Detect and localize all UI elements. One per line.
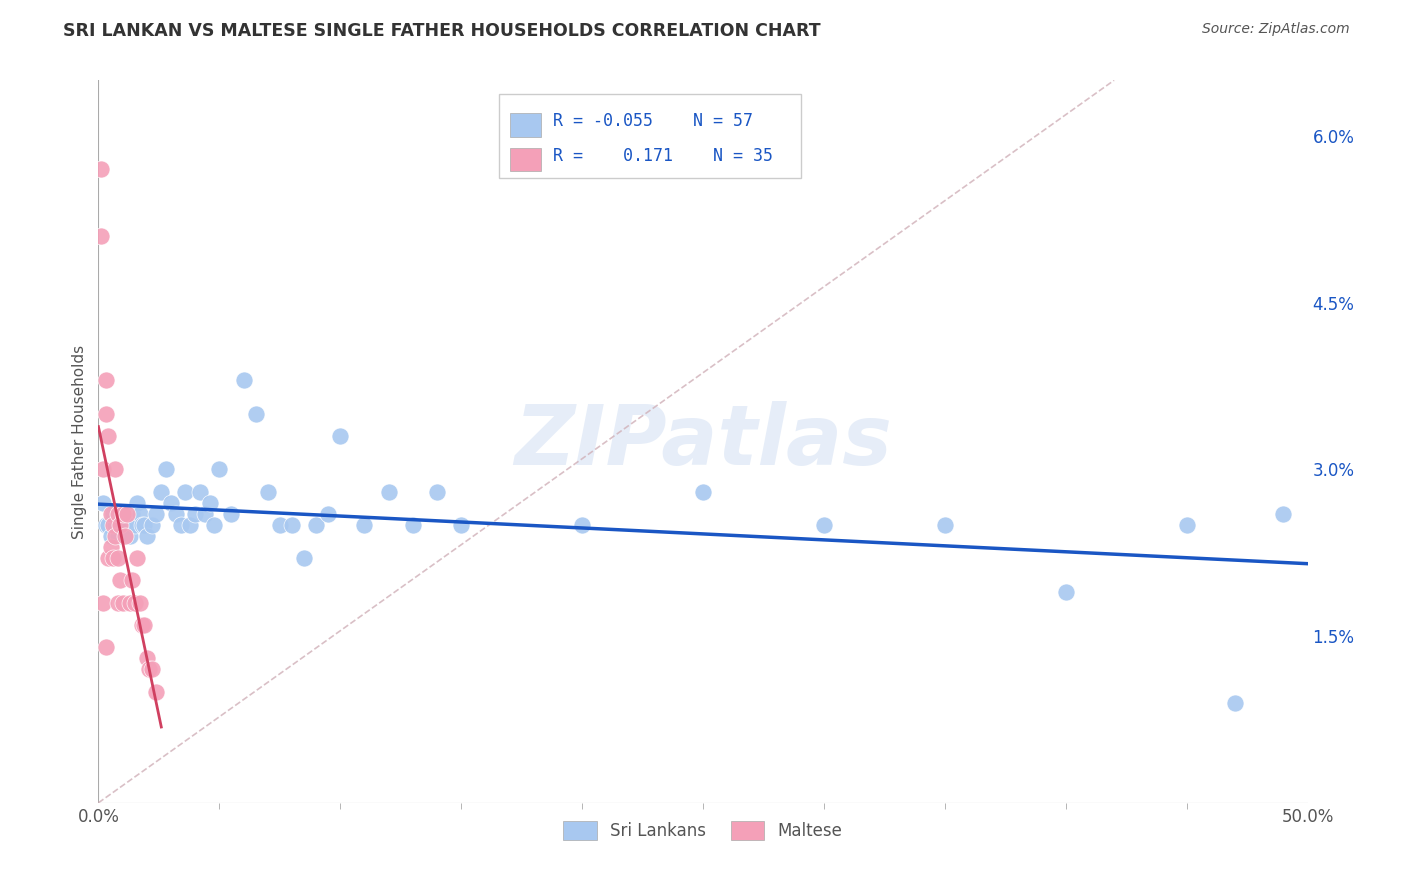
Point — [131, 517, 153, 532]
Point — [100, 529, 122, 543]
Point — [329, 429, 352, 443]
Text: R =    0.171    N = 35: R = 0.171 N = 35 — [553, 147, 772, 165]
Point — [107, 551, 129, 566]
Point — [101, 507, 124, 521]
Text: ZIPatlas: ZIPatlas — [515, 401, 891, 482]
Point — [94, 407, 117, 421]
Point — [104, 462, 127, 476]
Point — [316, 507, 339, 521]
Point — [111, 507, 134, 521]
Point — [426, 484, 449, 499]
Point — [114, 517, 136, 532]
Point — [269, 517, 291, 532]
Point — [1175, 517, 1198, 532]
Point — [198, 496, 221, 510]
Point — [100, 540, 122, 554]
Point — [165, 507, 187, 521]
Point — [114, 529, 136, 543]
Point — [353, 517, 375, 532]
Point — [131, 618, 153, 632]
Point — [141, 517, 163, 532]
Point — [127, 551, 149, 566]
Point — [145, 507, 167, 521]
Point — [108, 574, 131, 588]
Point — [101, 551, 124, 566]
Point — [256, 484, 278, 499]
Point — [97, 517, 120, 532]
Point — [145, 684, 167, 698]
Text: R = -0.055    N = 57: R = -0.055 N = 57 — [553, 112, 752, 130]
Point — [934, 517, 956, 532]
Legend: Sri Lankans, Maltese: Sri Lankans, Maltese — [555, 813, 851, 848]
Point — [97, 551, 120, 566]
Point — [101, 517, 124, 532]
Point — [91, 596, 114, 610]
Point — [127, 496, 149, 510]
Point — [124, 517, 146, 532]
Point — [150, 484, 173, 499]
Point — [128, 596, 150, 610]
Point — [188, 484, 211, 499]
Point — [104, 517, 127, 532]
Point — [232, 373, 254, 387]
Point — [94, 517, 117, 532]
Point — [194, 507, 217, 521]
Y-axis label: Single Father Households: Single Father Households — [72, 344, 87, 539]
Point — [450, 517, 472, 532]
Point — [107, 507, 129, 521]
Point — [1272, 507, 1295, 521]
Point — [111, 596, 134, 610]
Point — [292, 551, 315, 566]
Point — [1223, 696, 1246, 710]
Point — [94, 640, 117, 655]
Point — [135, 651, 157, 665]
Point — [118, 529, 141, 543]
Point — [97, 429, 120, 443]
Point — [221, 507, 243, 521]
Text: SRI LANKAN VS MALTESE SINGLE FATHER HOUSEHOLDS CORRELATION CHART: SRI LANKAN VS MALTESE SINGLE FATHER HOUS… — [63, 22, 821, 40]
Point — [107, 529, 129, 543]
Point — [90, 162, 112, 177]
Point — [402, 517, 425, 532]
Point — [91, 496, 114, 510]
Point — [135, 529, 157, 543]
Point — [141, 662, 163, 676]
Point — [692, 484, 714, 499]
Point — [571, 517, 593, 532]
Point — [155, 462, 177, 476]
Point — [174, 484, 197, 499]
Point — [1054, 584, 1077, 599]
Point — [117, 517, 139, 532]
Point — [104, 529, 127, 543]
Point — [111, 507, 134, 521]
Point — [107, 596, 129, 610]
Point — [184, 507, 207, 521]
Point — [245, 407, 267, 421]
Point — [160, 496, 183, 510]
Point — [134, 517, 156, 532]
Point — [100, 507, 122, 521]
Point — [204, 517, 226, 532]
Point — [208, 462, 231, 476]
Point — [121, 507, 143, 521]
Point — [134, 618, 156, 632]
Point — [377, 484, 399, 499]
Point — [121, 574, 143, 588]
Point — [118, 596, 141, 610]
Point — [281, 517, 304, 532]
Point — [117, 507, 139, 521]
Point — [91, 462, 114, 476]
Point — [108, 517, 131, 532]
Point — [128, 507, 150, 521]
Point — [138, 662, 160, 676]
Point — [169, 517, 191, 532]
Point — [108, 517, 131, 532]
Text: Source: ZipAtlas.com: Source: ZipAtlas.com — [1202, 22, 1350, 37]
Point — [813, 517, 835, 532]
Point — [94, 373, 117, 387]
Point — [179, 517, 201, 532]
Point — [124, 596, 146, 610]
Point — [305, 517, 328, 532]
Point — [90, 228, 112, 243]
